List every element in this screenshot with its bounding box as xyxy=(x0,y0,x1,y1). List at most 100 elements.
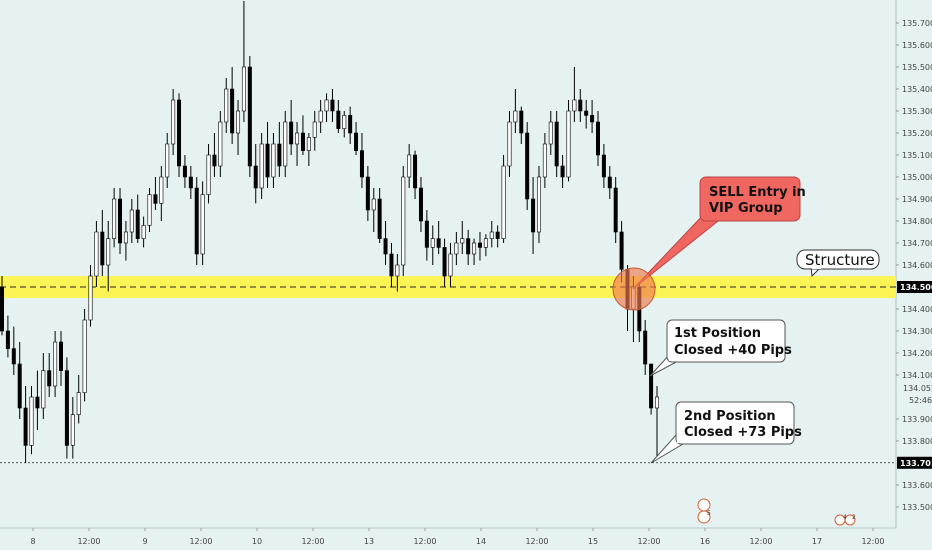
position2-pointer-cover xyxy=(677,434,689,443)
candle xyxy=(318,100,323,133)
time-tick-label: 12:00 xyxy=(637,537,660,546)
candle xyxy=(218,111,223,177)
candle xyxy=(23,386,28,463)
event-marker-flag-icon[interactable] xyxy=(697,510,711,524)
time-tick-label: 15 xyxy=(588,537,598,546)
candle xyxy=(112,188,117,248)
candle xyxy=(59,331,64,386)
candle xyxy=(501,155,506,243)
candle xyxy=(448,243,453,287)
position2-line1: 2nd Position xyxy=(684,409,776,424)
candle xyxy=(70,397,75,459)
entry-circle-marker[interactable] xyxy=(612,267,656,311)
event-marker-count: 4 xyxy=(843,514,847,521)
price-tick-label: 133.500 xyxy=(902,503,932,512)
price-tick-label: 135.000 xyxy=(902,173,932,182)
candle xyxy=(489,221,494,248)
candle xyxy=(141,216,146,248)
structure-price-label: 134.500 xyxy=(900,283,932,292)
time-tick-label: 12:00 xyxy=(525,537,548,546)
time-axis-ticks: 8 12:00 9 12:00 10 12:00 13 12:00 14 12:00 15 12:00… xyxy=(30,528,885,546)
position2-box[interactable] xyxy=(675,401,795,445)
candle xyxy=(578,89,583,122)
position1-line2: Closed +40 Pips xyxy=(674,343,792,358)
candle-body xyxy=(489,231,494,239)
candle xyxy=(359,133,364,188)
structure-label-text: Structure xyxy=(805,251,875,269)
candle-body xyxy=(472,242,477,255)
candle xyxy=(29,386,34,455)
price-tick-label: 135.300 xyxy=(902,107,932,116)
candle xyxy=(247,56,252,177)
candle-body xyxy=(548,121,553,145)
candle xyxy=(348,106,353,144)
candle-body xyxy=(88,275,93,321)
candle-body xyxy=(590,115,595,123)
candle xyxy=(607,166,612,199)
time-tick-label: 8 xyxy=(30,537,35,546)
candle xyxy=(519,106,524,144)
position1-pointer-cover xyxy=(669,354,681,361)
candle-body xyxy=(53,341,58,387)
candle xyxy=(271,133,276,188)
candle-body xyxy=(106,238,111,266)
candle-body xyxy=(306,137,311,151)
candle-body xyxy=(70,414,75,446)
price-tick-label: 135.100 xyxy=(902,151,932,160)
candle-body xyxy=(188,176,193,189)
candle xyxy=(259,133,264,199)
candle-body xyxy=(141,225,146,239)
candle-body xyxy=(342,115,347,129)
candle xyxy=(401,166,406,276)
structure-zone[interactable] xyxy=(0,276,896,298)
candle xyxy=(460,221,465,254)
structure-label-box[interactable] xyxy=(796,249,880,270)
candle xyxy=(11,326,16,375)
candle-body xyxy=(495,231,500,239)
candle-body xyxy=(354,132,359,151)
candle xyxy=(153,177,158,210)
event-markers[interactable]: 5 4 2 xyxy=(697,498,856,526)
position1-box[interactable] xyxy=(666,319,786,363)
candle-body xyxy=(247,66,252,167)
candle-body xyxy=(194,187,199,255)
candle xyxy=(159,166,164,221)
candle-body xyxy=(507,121,512,167)
candle xyxy=(442,238,447,287)
candle-body xyxy=(436,238,441,248)
candle xyxy=(324,93,329,122)
event-marker-flag-icon[interactable] xyxy=(844,514,856,526)
event-marker-count: 5 xyxy=(707,510,711,517)
candle xyxy=(654,386,659,459)
candle-body xyxy=(118,198,123,244)
sell-callout-box[interactable] xyxy=(699,176,801,222)
candle-body xyxy=(654,396,659,409)
candle xyxy=(188,166,193,199)
sell-callout-line1: SELL Entry in xyxy=(709,185,806,200)
candle xyxy=(413,150,418,199)
candle-body xyxy=(277,143,282,167)
countdown-label: 52:46 xyxy=(909,396,932,405)
candle-body xyxy=(371,198,376,211)
candle-body xyxy=(289,121,294,145)
candle-body xyxy=(595,121,600,156)
candle-body xyxy=(330,99,335,112)
candle xyxy=(536,166,541,243)
candle xyxy=(418,177,423,232)
candle-body xyxy=(525,132,530,200)
candle-body xyxy=(619,231,624,270)
candle xyxy=(283,111,288,177)
candle-body xyxy=(76,392,81,415)
candle-body xyxy=(454,242,459,255)
candle xyxy=(47,353,52,397)
price-tick-label: 133.800 xyxy=(902,437,932,446)
candle-body xyxy=(177,99,182,167)
low-price-tag: 133.701 xyxy=(897,456,932,469)
price-tick-label: 134.400 xyxy=(902,305,932,314)
candle xyxy=(35,370,40,430)
time-tick-label: 17 xyxy=(812,537,822,546)
candle xyxy=(365,166,370,221)
candle xyxy=(0,276,5,336)
candle-body xyxy=(643,330,648,365)
